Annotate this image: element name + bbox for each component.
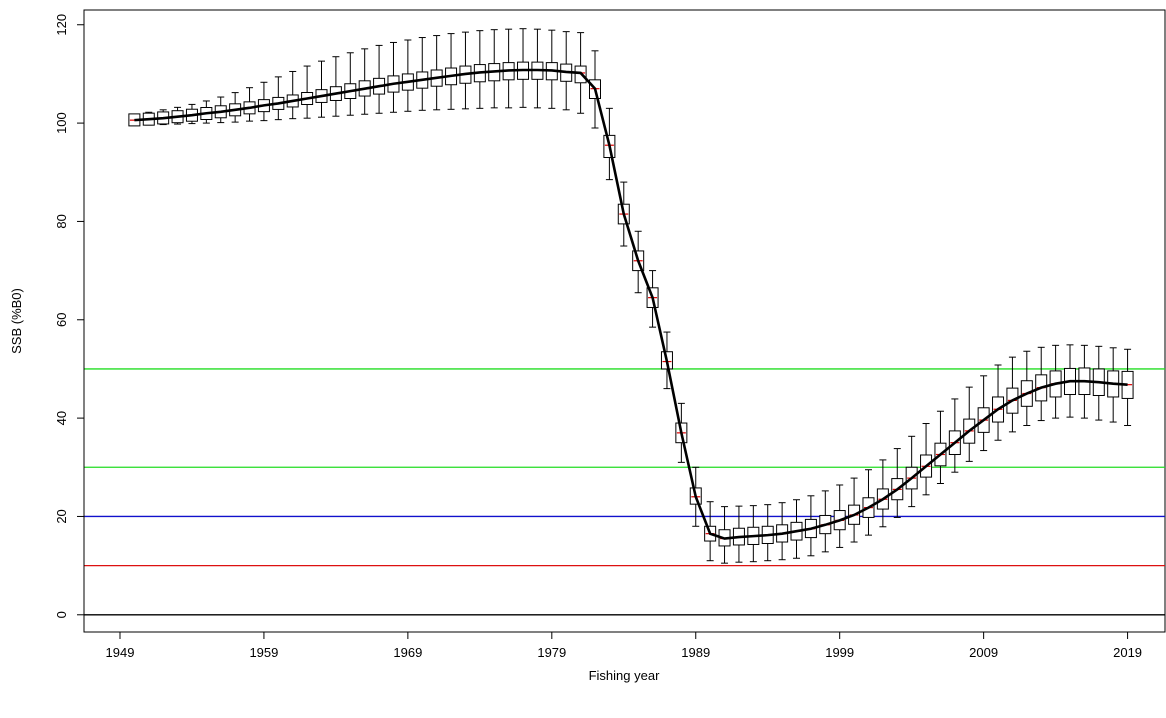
boxes (128, 61, 1134, 547)
reference-lines (84, 368, 1165, 616)
median-line-group (134, 68, 1128, 540)
x-tick-label-1949: 1949 (106, 645, 135, 660)
x-tick-label-1999: 1999 (825, 645, 854, 660)
x-axis-label: Fishing year (589, 668, 660, 683)
y-axis-label: SSB (%B0) (9, 288, 24, 354)
y-axis: 0 20 40 60 80 100 120 (54, 14, 85, 618)
y-tick-label-100: 100 (54, 112, 69, 134)
y-tick-label-0: 0 (54, 611, 69, 618)
y-tick-label-20: 20 (54, 509, 69, 523)
x-axis: 1949 1959 1969 1979 1989 1999 2009 2019 (106, 631, 1142, 660)
x-tick-label-2009: 2009 (969, 645, 998, 660)
y-tick-label-120: 120 (54, 14, 69, 36)
x-tick-label-1979: 1979 (537, 645, 566, 660)
x-tick-label-2019: 2019 (1113, 645, 1142, 660)
error-bars (130, 28, 1132, 564)
x-tick-label-1989: 1989 (681, 645, 710, 660)
x-tick-label-1969: 1969 (393, 645, 422, 660)
x-tick-label-1959: 1959 (249, 645, 278, 660)
y-tick-label-80: 80 (54, 214, 69, 228)
y-tick-label-60: 60 (54, 313, 69, 327)
median-line (134, 68, 1128, 540)
y-tick-label-40: 40 (54, 411, 69, 425)
